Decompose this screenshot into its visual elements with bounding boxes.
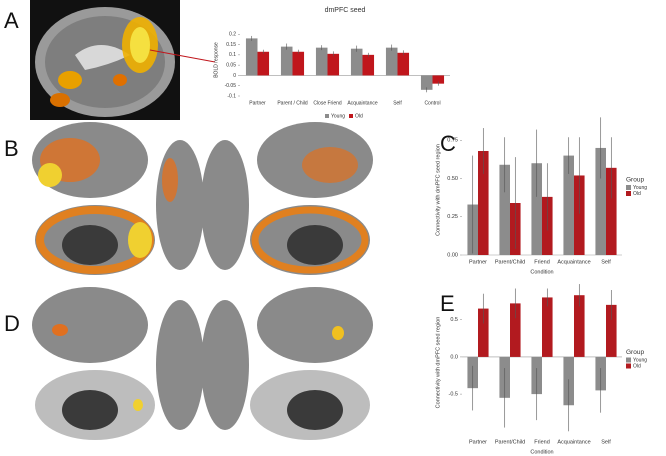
- y-tick-label: 0.05: [226, 62, 236, 68]
- x-tick-label: Close Friend: [313, 100, 342, 106]
- bar: [362, 54, 375, 76]
- chart-title: dmPFC seed: [325, 7, 366, 14]
- y-tick-label: 0.15: [226, 42, 236, 48]
- bar: [574, 295, 585, 357]
- bar: [292, 51, 305, 76]
- bar: [350, 48, 363, 76]
- x-tick-label: Acquaintance: [557, 439, 590, 445]
- bar: [257, 51, 270, 76]
- x-tick-label: Parent/Child: [495, 259, 525, 265]
- x-axis-label: Condition: [530, 269, 553, 275]
- surface-brains-d: [32, 287, 373, 440]
- bar: [595, 147, 606, 255]
- panel-label: A: [4, 8, 19, 33]
- bar: [245, 38, 258, 76]
- legend-label: Old: [355, 113, 363, 119]
- y-tick-label: 0.2: [229, 32, 236, 38]
- y-tick-label: 0.0: [450, 354, 458, 360]
- x-tick-label: Parent / Child: [277, 100, 308, 106]
- bar: [397, 52, 410, 76]
- x-tick-label: Acquaintance: [347, 100, 378, 106]
- x-tick-label: Self: [393, 100, 402, 106]
- y-axis-label: Connectivity with dmPFC seed region: [435, 144, 441, 236]
- legend-swatch: [626, 363, 631, 369]
- y-axis-label: BOLD response: [213, 42, 219, 78]
- y-tick-label: 0.25: [447, 214, 458, 220]
- x-tick-label: Partner: [469, 259, 487, 265]
- sagittal-brain: [30, 0, 180, 120]
- x-tick-label: Partner: [469, 439, 487, 445]
- legend-label: Old: [633, 363, 641, 369]
- bar: [280, 46, 293, 76]
- panel-label: D: [4, 311, 20, 336]
- bar: [327, 53, 340, 76]
- y-tick-label: 0.1: [229, 52, 236, 58]
- x-tick-label: Acquaintance: [557, 259, 590, 265]
- panel-label: C: [440, 131, 456, 156]
- connector-line: [149, 49, 216, 63]
- x-tick-label: Self: [601, 439, 611, 445]
- x-tick-label: Partner: [249, 100, 266, 106]
- bar: [563, 155, 574, 255]
- y-axis-label: Connectivity with dmPFC seed region: [435, 317, 441, 409]
- bar: [315, 47, 328, 76]
- y-tick-label: -0.05: [225, 83, 237, 89]
- bar: [385, 47, 398, 76]
- x-tick-label: Control: [424, 100, 440, 106]
- y-tick-label: 0: [233, 73, 236, 79]
- x-tick-label: Parent/Child: [495, 439, 525, 445]
- surface-brains-b: [32, 122, 373, 275]
- bar: [510, 303, 521, 357]
- legend-label: Old: [633, 191, 641, 197]
- y-tick-label: 0.50: [447, 176, 458, 182]
- bar: [478, 151, 489, 255]
- bar: [478, 308, 489, 357]
- panel-label: B: [4, 136, 19, 161]
- bar: [542, 297, 553, 357]
- legend-title: Group: [626, 349, 644, 356]
- legend-swatch: [626, 191, 631, 196]
- x-tick-label: Friend: [534, 439, 550, 445]
- y-tick-label: 0.5: [450, 317, 458, 323]
- panel-label: E: [440, 291, 455, 316]
- bar: [499, 164, 510, 255]
- bar: [606, 304, 617, 357]
- legend-label: Young: [633, 185, 647, 191]
- legend-label: Young: [331, 113, 345, 119]
- legend-swatch: [626, 357, 631, 363]
- y-tick-label: -0.1: [227, 93, 236, 99]
- bar: [574, 175, 585, 255]
- legend-swatch: [626, 185, 631, 190]
- x-tick-label: Self: [601, 259, 611, 265]
- legend-swatch: [349, 114, 353, 118]
- bar: [432, 75, 445, 84]
- bar: [420, 75, 433, 90]
- x-axis-label: Condition: [530, 449, 553, 455]
- y-tick-label: -0.5: [449, 392, 458, 398]
- bar: [531, 163, 542, 255]
- legend-title: Group: [626, 177, 644, 184]
- legend-label: Young: [633, 357, 647, 363]
- y-tick-label: 0.75: [447, 138, 458, 144]
- legend-swatch: [325, 114, 329, 118]
- y-tick-label: 0.00: [447, 252, 458, 258]
- bar: [606, 167, 617, 255]
- x-tick-label: Friend: [534, 259, 550, 265]
